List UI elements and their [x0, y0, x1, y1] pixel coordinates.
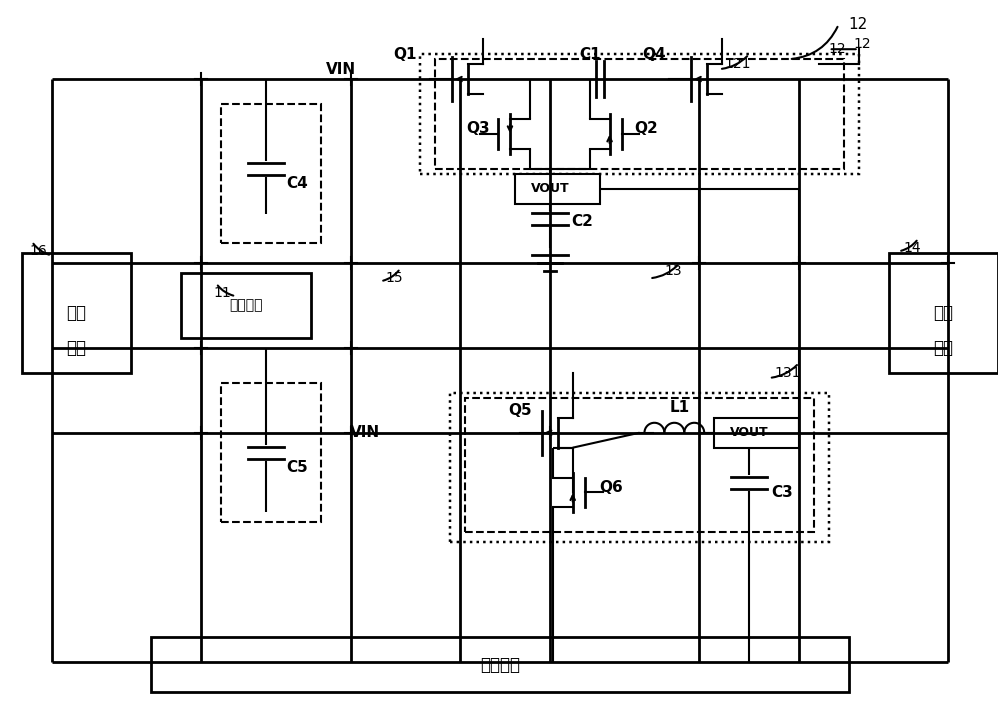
Bar [450, 393, 829, 542]
Text: C1: C1 [579, 47, 600, 62]
Text: C5: C5 [286, 460, 308, 475]
Text: 适配: 适配 [67, 304, 87, 322]
Text: 12: 12 [849, 17, 868, 32]
Text: 13: 13 [664, 265, 682, 278]
Text: VOUT: VOUT [730, 427, 768, 440]
Text: 121: 121 [724, 57, 751, 71]
FancyBboxPatch shape [889, 254, 998, 373]
Text: 131: 131 [774, 366, 800, 380]
FancyBboxPatch shape [22, 254, 131, 373]
Text: 模块: 模块 [933, 339, 953, 357]
Text: L1: L1 [669, 400, 689, 415]
Text: C2: C2 [572, 214, 594, 229]
FancyBboxPatch shape [714, 418, 799, 448]
Text: VIN: VIN [325, 61, 356, 77]
Text: 控制模块: 控制模块 [229, 298, 263, 312]
Text: Q1: Q1 [394, 47, 417, 62]
Text: 模块: 模块 [67, 339, 87, 357]
Text: 电池: 电池 [933, 304, 953, 322]
FancyBboxPatch shape [515, 174, 600, 204]
Text: Q6: Q6 [600, 480, 623, 495]
Text: Q5: Q5 [508, 403, 532, 418]
Text: 11: 11 [213, 286, 231, 300]
FancyBboxPatch shape [181, 273, 311, 338]
Text: Q2: Q2 [634, 121, 658, 137]
Text: 12: 12 [854, 37, 871, 51]
Text: VIN: VIN [350, 425, 380, 440]
Text: Q3: Q3 [466, 121, 490, 137]
Bar [435, 59, 844, 168]
Bar [221, 104, 321, 244]
Text: Q4: Q4 [643, 47, 666, 62]
Bar [221, 383, 321, 523]
Text: C3: C3 [771, 485, 793, 500]
FancyBboxPatch shape [151, 637, 849, 692]
Text: 15: 15 [385, 271, 403, 286]
Bar [465, 398, 814, 532]
Text: 12: 12 [829, 42, 846, 56]
Bar [420, 54, 859, 174]
Text: VOUT: VOUT [530, 182, 569, 195]
Text: 14: 14 [903, 241, 921, 255]
Text: 通信线路: 通信线路 [480, 656, 520, 674]
Text: 16: 16 [29, 244, 47, 258]
Text: C4: C4 [286, 176, 308, 191]
